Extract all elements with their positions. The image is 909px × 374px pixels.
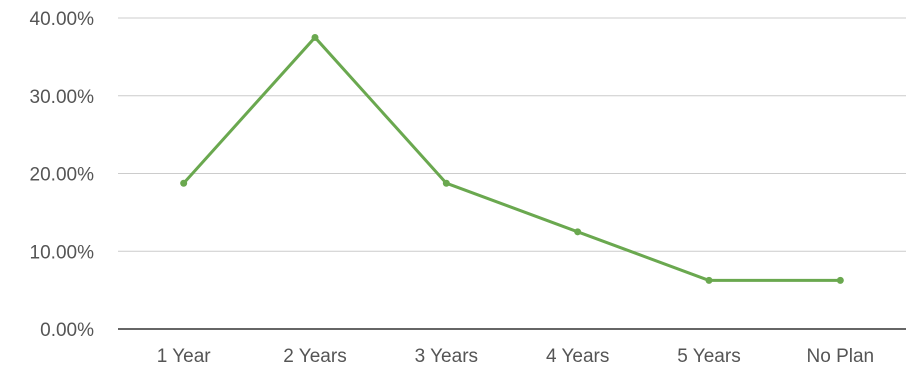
y-tick-labels: 0.00% 10.00% 20.00% 30.00% 40.00% <box>30 9 95 341</box>
data-point <box>836 276 844 284</box>
x-tick-label: 1 Year <box>157 346 212 367</box>
x-tick-label: 5 Years <box>677 346 740 367</box>
x-tick-label: No Plan <box>807 346 875 367</box>
series-line <box>182 35 842 282</box>
data-point <box>311 33 319 41</box>
x-tick-label: 4 Years <box>546 346 609 367</box>
y-tick-label: 10.00% <box>30 242 95 263</box>
data-point <box>442 179 450 187</box>
y-tick-label: 30.00% <box>30 87 95 108</box>
data-point <box>180 179 188 187</box>
series-layer <box>180 33 844 284</box>
x-tick-label: 3 Years <box>415 346 478 367</box>
data-point <box>574 228 582 236</box>
data-point <box>705 276 713 284</box>
y-tick-label: 40.00% <box>30 9 95 30</box>
grid-layer <box>118 17 906 252</box>
x-tick-labels: 1 Year 2 Years 3 Years 4 Years 5 Years No Pla… <box>157 346 874 367</box>
y-tick-label: 20.00% <box>30 165 95 186</box>
y-tick-label: 0.00% <box>40 320 94 341</box>
x-tick-label: 2 Years <box>283 346 346 367</box>
